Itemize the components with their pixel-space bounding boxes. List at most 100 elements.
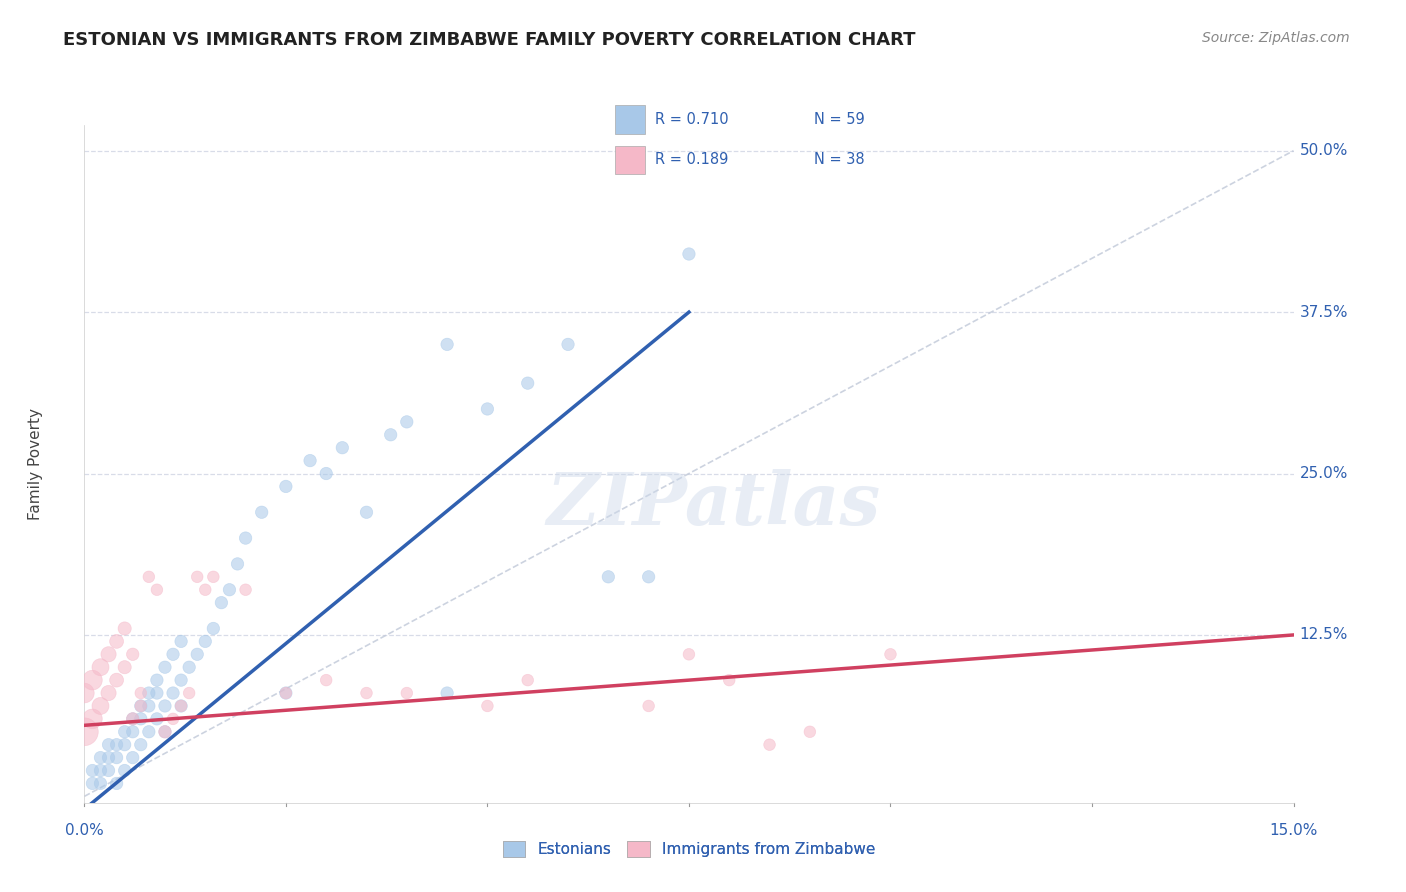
Point <box>114 738 136 752</box>
Point <box>194 634 217 648</box>
Point <box>97 738 120 752</box>
FancyBboxPatch shape <box>614 145 645 175</box>
Point <box>758 738 780 752</box>
Point <box>202 622 225 636</box>
Point <box>598 570 620 584</box>
Point <box>250 505 273 519</box>
Point <box>477 698 499 713</box>
Point <box>89 660 111 674</box>
Point <box>97 686 120 700</box>
Point <box>170 698 193 713</box>
Point <box>105 776 128 790</box>
Text: 25.0%: 25.0% <box>1299 466 1348 481</box>
Text: 15.0%: 15.0% <box>1270 823 1317 838</box>
Point <box>146 712 169 726</box>
Point <box>315 673 337 687</box>
Point <box>380 427 402 442</box>
Point <box>235 531 257 545</box>
Point <box>170 634 193 648</box>
Point <box>105 750 128 764</box>
Point <box>121 724 143 739</box>
Text: 12.5%: 12.5% <box>1299 627 1348 642</box>
Point <box>436 337 458 351</box>
Text: 0.0%: 0.0% <box>65 823 104 838</box>
Point <box>356 505 378 519</box>
Point <box>678 247 700 261</box>
Point <box>121 750 143 764</box>
Legend: Estonians, Immigrants from Zimbabwe: Estonians, Immigrants from Zimbabwe <box>496 835 882 863</box>
Point <box>637 570 659 584</box>
Point <box>97 750 120 764</box>
Point <box>179 660 201 674</box>
Point <box>89 750 111 764</box>
Point <box>105 673 128 687</box>
Text: ESTONIAN VS IMMIGRANTS FROM ZIMBABWE FAMILY POVERTY CORRELATION CHART: ESTONIAN VS IMMIGRANTS FROM ZIMBABWE FAM… <box>63 31 915 49</box>
Text: 50.0%: 50.0% <box>1299 144 1348 158</box>
Point <box>146 582 169 597</box>
Point <box>146 673 169 687</box>
Point <box>89 698 111 713</box>
Point <box>114 724 136 739</box>
Point <box>129 738 152 752</box>
Point <box>138 686 160 700</box>
Point <box>799 724 821 739</box>
Point <box>477 401 499 416</box>
Point <box>170 698 193 713</box>
Point <box>146 686 169 700</box>
Point <box>170 673 193 687</box>
Text: ZIPatlas: ZIPatlas <box>546 469 880 540</box>
Point <box>129 712 152 726</box>
Point <box>516 376 538 391</box>
Point <box>121 712 143 726</box>
Point <box>82 673 104 687</box>
Point <box>516 673 538 687</box>
Point <box>153 724 176 739</box>
Point <box>226 557 249 571</box>
Text: 37.5%: 37.5% <box>1299 304 1348 319</box>
Point <box>274 686 297 700</box>
Point <box>218 582 240 597</box>
Point <box>162 648 184 662</box>
Point <box>121 712 143 726</box>
Point <box>129 698 152 713</box>
Point <box>299 453 322 467</box>
Point <box>557 337 579 351</box>
Text: N = 59: N = 59 <box>814 112 865 127</box>
Text: Source: ZipAtlas.com: Source: ZipAtlas.com <box>1202 31 1350 45</box>
Point <box>678 648 700 662</box>
Point <box>718 673 741 687</box>
Point <box>73 724 96 739</box>
Point <box>114 660 136 674</box>
Point <box>186 648 208 662</box>
Text: Family Poverty: Family Poverty <box>28 408 44 520</box>
Point <box>186 570 208 584</box>
Point <box>153 660 176 674</box>
Point <box>129 698 152 713</box>
Point <box>235 582 257 597</box>
Point <box>202 570 225 584</box>
Point <box>89 776 111 790</box>
Point <box>179 686 201 700</box>
Point <box>356 686 378 700</box>
Point <box>114 764 136 778</box>
Point <box>82 712 104 726</box>
Point <box>89 764 111 778</box>
Point <box>105 738 128 752</box>
Point <box>330 441 353 455</box>
Point <box>879 648 901 662</box>
Point <box>162 686 184 700</box>
Text: R = 0.710: R = 0.710 <box>655 112 728 127</box>
Point <box>153 698 176 713</box>
Text: R = 0.189: R = 0.189 <box>655 153 728 168</box>
Point <box>209 596 232 610</box>
Point <box>274 479 297 493</box>
FancyBboxPatch shape <box>614 105 645 134</box>
Point <box>395 686 418 700</box>
Point <box>153 724 176 739</box>
Point <box>315 467 337 481</box>
Point <box>395 415 418 429</box>
Point <box>162 712 184 726</box>
Point <box>274 686 297 700</box>
Point <box>121 648 143 662</box>
Point <box>82 764 104 778</box>
